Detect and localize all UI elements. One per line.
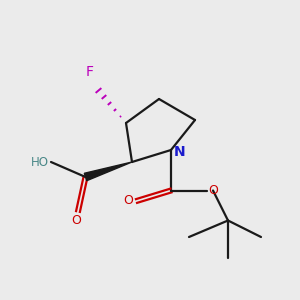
- Text: O: O: [208, 184, 218, 197]
- Text: F: F: [86, 65, 94, 80]
- Polygon shape: [84, 162, 132, 181]
- Text: N: N: [173, 146, 185, 159]
- Text: O: O: [124, 194, 134, 208]
- Text: HO: HO: [31, 155, 49, 169]
- Text: O: O: [72, 214, 81, 227]
